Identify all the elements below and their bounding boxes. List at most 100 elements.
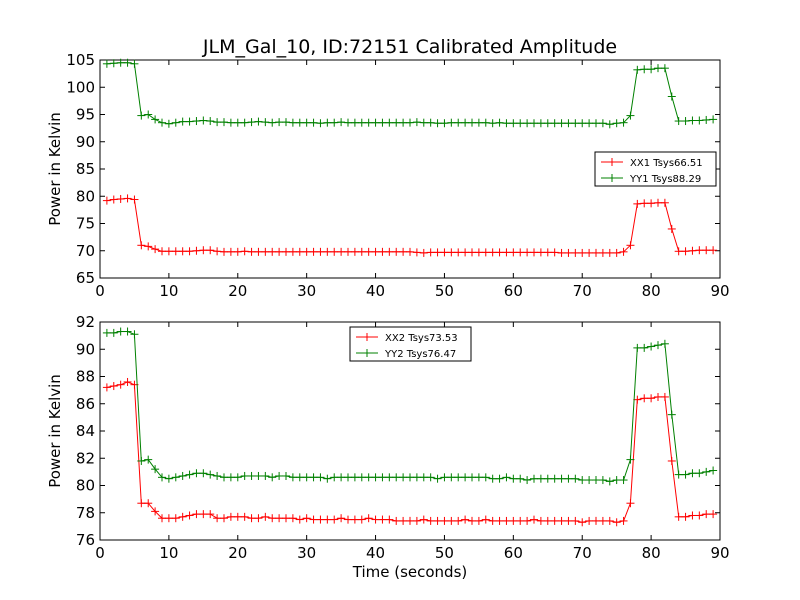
y-tick-label: 85	[76, 160, 95, 178]
data-point	[171, 247, 180, 256]
data-point	[564, 119, 573, 128]
data-point	[619, 247, 628, 256]
data-point	[282, 247, 290, 256]
data-point	[233, 473, 242, 482]
data-point	[116, 194, 125, 203]
data-point	[337, 514, 346, 523]
data-point	[178, 471, 187, 480]
data-point	[674, 470, 683, 479]
data-point	[654, 198, 662, 207]
data-point	[371, 473, 380, 482]
y-tick-label: 95	[76, 106, 95, 124]
data-point	[102, 328, 111, 337]
data-point	[371, 515, 380, 524]
data-point	[254, 117, 263, 126]
data-point	[640, 65, 649, 74]
data-point	[426, 248, 435, 257]
data-point	[454, 473, 463, 482]
data-point	[364, 473, 373, 482]
x-tick-label: 0	[95, 282, 105, 300]
data-point	[440, 119, 449, 128]
data-point	[302, 514, 311, 523]
data-point	[640, 199, 649, 208]
data-point	[392, 473, 401, 482]
data-point	[116, 58, 125, 67]
data-point	[426, 473, 435, 482]
data-point	[550, 248, 559, 257]
data-point	[385, 515, 394, 524]
data-point	[640, 343, 649, 352]
data-point	[605, 477, 614, 486]
data-point	[399, 473, 408, 482]
data-point	[605, 120, 614, 129]
data-point	[178, 512, 187, 521]
x-tick-label: 90	[710, 544, 729, 562]
data-point	[392, 118, 401, 127]
data-point	[516, 119, 525, 128]
data-point	[426, 516, 435, 525]
data-point	[233, 118, 242, 127]
data-point	[220, 473, 228, 482]
data-point	[144, 242, 153, 251]
data-point	[158, 247, 166, 256]
data-point	[447, 248, 456, 257]
data-point	[344, 515, 352, 524]
data-point	[102, 59, 111, 68]
data-point	[447, 473, 456, 482]
x-tick-label: 20	[228, 544, 247, 562]
data-point	[275, 118, 284, 127]
data-point	[461, 118, 470, 127]
data-point	[158, 118, 166, 127]
data-point	[268, 118, 277, 127]
data-point	[578, 119, 587, 128]
data-point	[123, 58, 132, 67]
data-point	[137, 241, 146, 250]
data-point	[233, 512, 242, 521]
legend-box	[594, 151, 717, 187]
data-point	[536, 474, 545, 483]
data-point	[619, 516, 628, 525]
data-point	[206, 510, 215, 519]
data-point	[254, 247, 263, 256]
data-point	[337, 473, 346, 482]
data-point	[612, 518, 621, 527]
data-point	[350, 515, 359, 524]
data-point	[481, 515, 490, 524]
data-point	[474, 516, 483, 525]
data-point	[406, 473, 414, 482]
bottom-plot: 0 10 20 30 40 50 60 70 80 90 76 78 80 82 84 86 88 90 92 Pow…	[46, 313, 730, 581]
data-point	[164, 119, 173, 128]
data-point	[378, 118, 387, 127]
data-point	[406, 516, 414, 525]
data-point	[702, 246, 711, 255]
data-point	[144, 110, 153, 119]
data-point	[564, 474, 573, 483]
data-point	[468, 248, 476, 257]
data-point	[399, 247, 408, 256]
data-point	[178, 117, 187, 126]
data-point	[461, 248, 470, 257]
data-point	[309, 515, 318, 524]
x-tick-label: 50	[435, 544, 454, 562]
data-point	[261, 118, 270, 127]
data-point	[350, 118, 359, 127]
data-point	[412, 473, 421, 482]
x-tick-label: 80	[642, 282, 661, 300]
data-point	[316, 247, 325, 256]
legend-item: XX2 Tsys73.53	[356, 333, 458, 344]
data-point	[495, 474, 504, 483]
data-point	[412, 118, 421, 127]
data-point	[275, 514, 284, 523]
data-point	[667, 92, 676, 101]
x-tick-label: 20	[228, 282, 247, 300]
data-point	[185, 470, 194, 479]
data-point	[254, 514, 263, 523]
x-axis-label: Time (seconds)	[352, 563, 468, 581]
x-tick-label: 30	[297, 282, 316, 300]
legend-item: XX1 Tsys66.51	[601, 158, 703, 169]
data-point	[171, 514, 180, 523]
data-point	[302, 247, 311, 256]
data-point	[199, 469, 208, 478]
data-point	[474, 248, 483, 257]
